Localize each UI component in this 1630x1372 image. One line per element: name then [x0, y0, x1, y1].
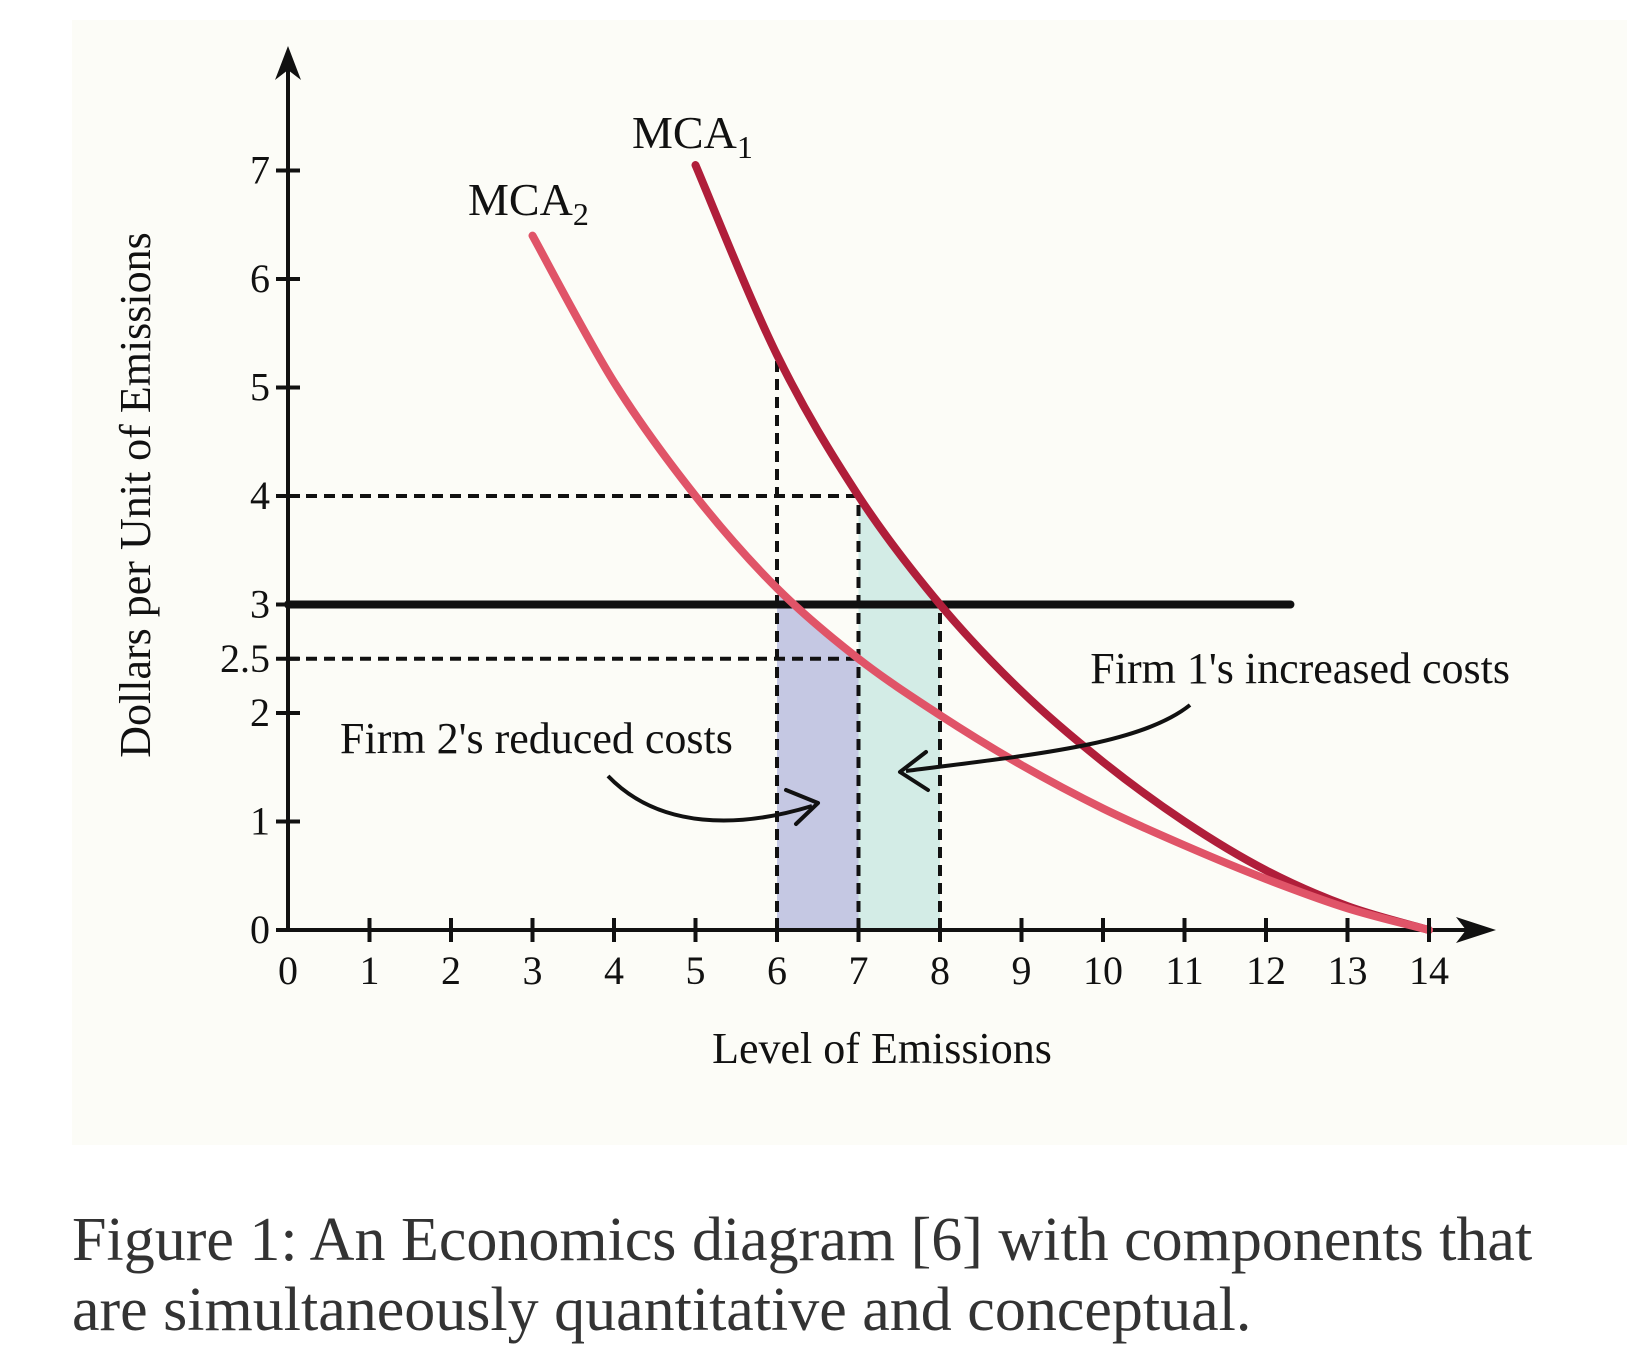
y-axis-title: Dollars per Unit of Emissions — [111, 232, 160, 758]
shaded-region-firm1 — [858, 496, 940, 930]
y-tick-label: 1 — [250, 799, 270, 844]
y-tick-label: 3 — [250, 582, 270, 627]
x-tick-label: 1 — [360, 948, 380, 993]
curve-label-name: MCA — [468, 174, 573, 225]
curve-label-subscript: 1 — [737, 129, 753, 165]
x-tick-label: 9 — [1012, 948, 1032, 993]
y-tick-label: 0 — [250, 907, 270, 952]
curve-mca2 — [528, 231, 1433, 934]
arrow-firm2-icon — [606, 774, 813, 823]
x-axis-arrow-icon — [1456, 917, 1496, 943]
arrow-firm1-icon — [905, 703, 1192, 773]
curve-label-name: MCA — [632, 107, 737, 158]
x-tick-label: 11 — [1165, 948, 1204, 993]
y-tick-label: 5 — [250, 365, 270, 410]
y-tick-label: 7 — [250, 148, 270, 193]
y-tick-label: 6 — [250, 256, 270, 301]
annotation-firm2: Firm 2's reduced costs — [340, 714, 733, 763]
x-tick-label: 14 — [1409, 948, 1449, 993]
y-tick-label: 2 — [250, 690, 270, 735]
x-tick-label: 3 — [523, 948, 543, 993]
x-tick-label: 2 — [441, 948, 461, 993]
curve-label-mca1: MCA1 — [632, 107, 753, 165]
figure-caption: Figure 1: An Economics diagram [6] with … — [72, 1206, 1533, 1344]
x-tick-label: 7 — [849, 948, 869, 993]
annotation-firm1: Firm 1's increased costs — [1090, 644, 1510, 693]
y-tick-label: 2.5 — [220, 636, 270, 681]
x-tick-label: 12 — [1246, 948, 1286, 993]
arrow-firm2-head-icon — [784, 788, 820, 826]
shaded-region-firm2 — [777, 588, 859, 930]
curve-label-subscript: 2 — [573, 196, 589, 232]
y-axis-arrow-icon — [275, 46, 301, 80]
y-tick-label: 4 — [250, 473, 270, 518]
curve-mca1 — [691, 161, 1433, 934]
x-tick-label: 13 — [1328, 948, 1368, 993]
curve-label-mca2: MCA2 — [468, 174, 589, 232]
x-tick-label: 4 — [604, 948, 624, 993]
x-tick-label: 0 — [278, 948, 298, 993]
x-tick-label: 5 — [686, 948, 706, 993]
x-tick-label: 8 — [930, 948, 950, 993]
x-tick-label: 6 — [767, 948, 787, 993]
arrow-firm1-head-icon — [898, 750, 930, 792]
x-axis-title: Level of Emissions — [712, 1024, 1052, 1073]
figure-panel — [72, 20, 1627, 1145]
x-tick-label: 10 — [1083, 948, 1123, 993]
